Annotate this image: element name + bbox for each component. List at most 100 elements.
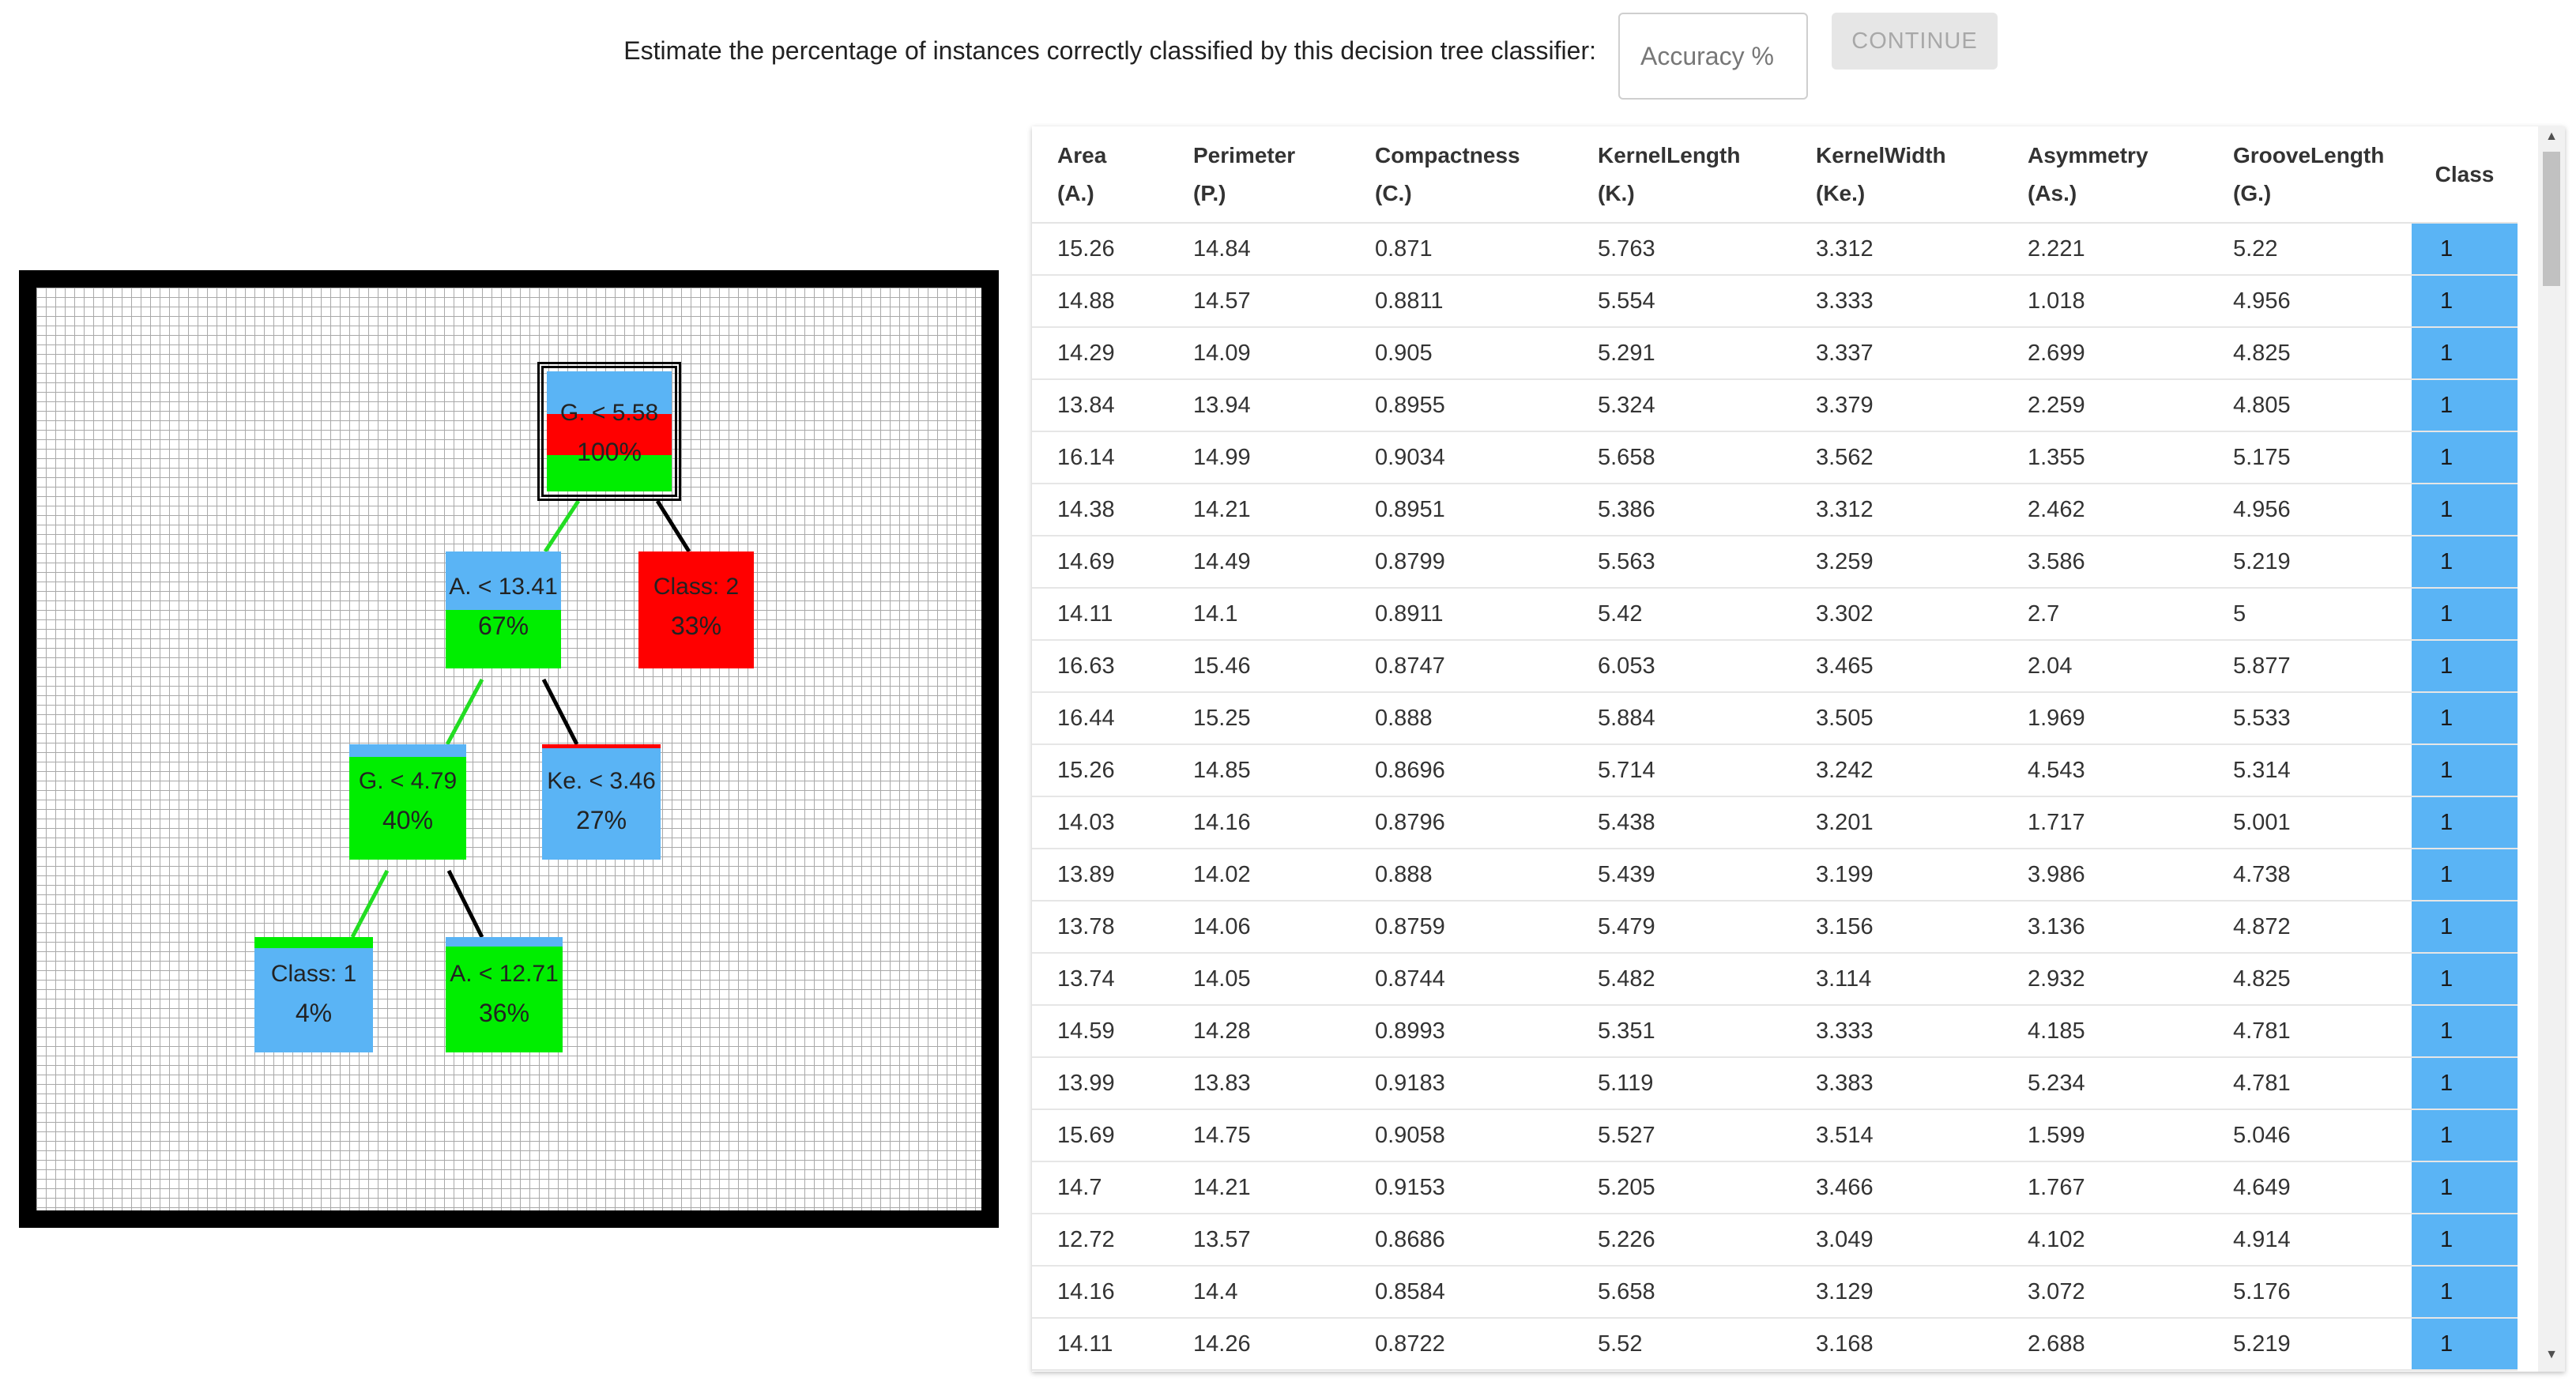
table-cell: 4.825 (2208, 953, 2412, 1006)
table-row[interactable]: 14.59 14.28 0.8993 5.351 3.333 4.185 4.781 1 (1032, 1005, 2518, 1058)
table-row[interactable]: 16.14 14.99 0.9034 5.658 3.562 1.355 5.175 1 (1032, 431, 2518, 484)
table-cell: 14.59 (1032, 1005, 1168, 1058)
table-cell: 5.175 (2208, 431, 2412, 484)
data-table-panel: Area (A.) Perimeter (P.) Compactness (C.) K… (1032, 126, 2565, 1372)
table-cell: 5.554 (1572, 275, 1791, 328)
table-row[interactable]: 14.16 14.4 0.8584 5.658 3.129 3.072 5.176 1 (1032, 1266, 2518, 1319)
table-cell: 3.337 (1791, 327, 2002, 380)
table-cell: 13.84 (1032, 379, 1168, 432)
tree-node-class-1-leaf[interactable]: Class: 1 4% (254, 937, 373, 1052)
table-cell: 5.658 (1572, 431, 1791, 484)
table-row[interactable]: 15.69 14.75 0.9058 5.527 3.514 1.599 5.046 1 (1032, 1109, 2518, 1162)
table-row[interactable]: 14.88 14.57 0.8811 5.554 3.333 1.018 4.956 1 (1032, 275, 2518, 328)
table-row[interactable]: 16.44 15.25 0.888 5.884 3.505 1.969 5.533 1 (1032, 692, 2518, 745)
table-cell-class: 1 (2412, 379, 2518, 432)
table-cell: 14.75 (1168, 1109, 1350, 1162)
table-cell: 3.986 (2002, 849, 2208, 902)
table-cell: 2.221 (2002, 223, 2208, 276)
table-cell: 0.8696 (1350, 744, 1572, 797)
table-cell: 6.053 (1572, 640, 1791, 693)
column-header-perimeter[interactable]: Perimeter (P.) (1168, 126, 1350, 224)
table-cell: 5 (2208, 588, 2412, 641)
node-label: Class: 1 (270, 961, 357, 987)
table-row[interactable]: 14.38 14.21 0.8951 5.386 3.312 2.462 4.956 1 (1032, 484, 2518, 536)
table-cell: 14.06 (1168, 901, 1350, 954)
tree-node-root[interactable]: G. < 5.58 100% (537, 362, 681, 501)
table-cell-class: 1 (2412, 588, 2518, 641)
tree-node-class-2-leaf[interactable]: Class: 2 33% (638, 551, 754, 668)
edge-root-right (655, 499, 691, 553)
table-cell: 15.46 (1168, 640, 1350, 693)
accuracy-input[interactable] (1618, 13, 1808, 100)
column-header-class[interactable]: Class (2412, 126, 2518, 224)
table-cell: 4.649 (2208, 1161, 2412, 1214)
tree-node-a-13-41[interactable]: A. < 13.41 67% (446, 551, 561, 668)
table-cell: 5.877 (2208, 640, 2412, 693)
table-cell: 14.4 (1168, 1266, 1350, 1319)
table-row[interactable]: 14.69 14.49 0.8799 5.563 3.259 3.586 5.219 1 (1032, 536, 2518, 589)
table-row[interactable]: 14.29 14.09 0.905 5.291 3.337 2.699 4.825 1 (1032, 327, 2518, 380)
table-row[interactable]: 13.74 14.05 0.8744 5.482 3.114 2.932 4.825 1 (1032, 953, 2518, 1006)
table-row[interactable]: 14.7 14.21 0.9153 5.205 3.466 1.767 4.649 1 (1032, 1161, 2518, 1214)
table-cell: 14.69 (1032, 536, 1168, 589)
table-row[interactable]: 13.89 14.02 0.888 5.439 3.199 3.986 4.738 1 (1032, 849, 2518, 902)
tree-edges (350, 499, 691, 939)
table-cell: 14.16 (1032, 1266, 1168, 1319)
table-cell: 13.89 (1032, 849, 1168, 902)
table-cell: 12.72 (1032, 1214, 1168, 1267)
table-row[interactable]: 14.03 14.16 0.8796 5.438 3.201 1.717 5.001 1 (1032, 796, 2518, 849)
table-cell: 15.26 (1032, 744, 1168, 797)
table-cell: 4.956 (2208, 484, 2412, 536)
table-cell: 3.136 (2002, 901, 2208, 954)
node-pct: 4% (295, 999, 333, 1027)
table-cell: 0.8747 (1350, 640, 1572, 693)
table-cell: 3.466 (1791, 1161, 2002, 1214)
table-cell: 1.767 (2002, 1161, 2208, 1214)
table-cell: 0.8955 (1350, 379, 1572, 432)
table-row[interactable]: 14.11 14.26 0.8722 5.52 3.168 2.688 5.219 1 (1032, 1318, 2518, 1371)
node-label: Ke. < 3.46 (547, 768, 656, 794)
scroll-down-arrow-icon[interactable]: ▼ (2545, 1348, 2558, 1361)
column-header-asymmetry[interactable]: Asymmetry (As.) (2002, 126, 2208, 224)
column-header-kernel-width[interactable]: KernelWidth (Ke.) (1791, 126, 2002, 224)
table-cell-class: 1 (2412, 484, 2518, 536)
table-cell: 3.333 (1791, 275, 2002, 328)
continue-button[interactable]: CONTINUE (1832, 13, 1998, 70)
table-cell: 5.714 (1572, 744, 1791, 797)
table-row[interactable]: 15.26 14.85 0.8696 5.714 3.242 4.543 5.314 1 (1032, 744, 2518, 797)
table-cell: 14.38 (1032, 484, 1168, 536)
table-row[interactable]: 13.84 13.94 0.8955 5.324 3.379 2.259 4.805 1 (1032, 379, 2518, 432)
table-cell: 15.25 (1168, 692, 1350, 745)
scroll-up-arrow-icon[interactable]: ▲ (2545, 130, 2558, 143)
table-cell: 16.14 (1032, 431, 1168, 484)
table-cell: 14.26 (1168, 1318, 1350, 1371)
table-cell: 3.333 (1791, 1005, 2002, 1058)
column-header-area[interactable]: Area (A.) (1032, 126, 1168, 224)
tree-node-g-4-79[interactable]: G. < 4.79 40% (349, 744, 466, 860)
table-cell: 4.805 (2208, 379, 2412, 432)
table-cell: 5.219 (2208, 536, 2412, 589)
table-cell: 3.201 (1791, 796, 2002, 849)
column-header-groove-length[interactable]: GrooveLength (G.) (2208, 126, 2412, 224)
table-cell-class: 1 (2412, 431, 2518, 484)
edge-g479-left (350, 869, 390, 939)
table-cell: 14.16 (1168, 796, 1350, 849)
table-row[interactable]: 16.63 15.46 0.8747 6.053 3.465 2.04 5.877 1 (1032, 640, 2518, 693)
table-cell: 3.514 (1791, 1109, 2002, 1162)
table-row[interactable]: 12.72 13.57 0.8686 5.226 3.049 4.102 4.914 1 (1032, 1214, 2518, 1267)
scrollbar-thumb[interactable] (2543, 152, 2560, 286)
column-header-kernel-length[interactable]: KernelLength (K.) (1572, 126, 1791, 224)
table-row[interactable]: 13.99 13.83 0.9183 5.119 3.383 5.234 4.781 1 (1032, 1057, 2518, 1110)
table-cell: 5.046 (2208, 1109, 2412, 1162)
table-row[interactable]: 15.26 14.84 0.871 5.763 3.312 2.221 5.22 1 (1032, 223, 2518, 276)
table-row[interactable]: 14.11 14.1 0.8911 5.42 3.302 2.7 5 1 (1032, 588, 2518, 641)
tree-node-a-12-71[interactable]: A. < 12.71 36% (446, 937, 563, 1052)
table-cell: 2.932 (2002, 953, 2208, 1006)
table-scrollbar[interactable]: ▲ ▼ (2538, 126, 2565, 1372)
table-cell: 13.57 (1168, 1214, 1350, 1267)
table-row[interactable]: 13.78 14.06 0.8759 5.479 3.156 3.136 4.872 1 (1032, 901, 2518, 954)
tree-node-ke-3-46[interactable]: Ke. < 3.46 27% (542, 744, 661, 860)
table-cell: 3.379 (1791, 379, 2002, 432)
column-header-compactness[interactable]: Compactness (C.) (1350, 126, 1572, 224)
table-cell: 15.69 (1032, 1109, 1168, 1162)
